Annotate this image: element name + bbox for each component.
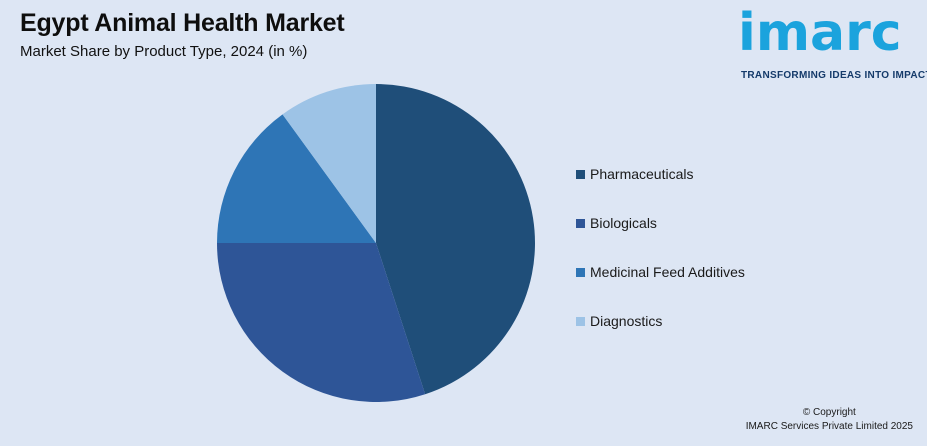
pie-slice-pharmaceuticals <box>376 84 535 395</box>
chart-subtitle: Market Share by Product Type, 2024 (in %… <box>20 43 308 60</box>
legend-label: Diagnostics <box>590 313 663 329</box>
pie-slice-diagnostics <box>282 84 376 243</box>
legend-swatch <box>576 169 585 179</box>
logo-tagline: TRANSFORMING IDEAS INTO IMPACT <box>741 70 927 81</box>
company-text: IMARC Services Private Limited 2025 <box>745 421 913 432</box>
legend-label: Pharmaceuticals <box>590 166 694 182</box>
legend-item: Medicinal Feed Additives <box>576 260 745 284</box>
legend-item: Pharmaceuticals <box>576 162 745 186</box>
legend-swatch <box>576 267 585 277</box>
logo-wordmark: imarc <box>738 3 902 63</box>
chart-title: Egypt Animal Health Market <box>20 9 345 37</box>
legend-swatch <box>576 316 585 326</box>
imarc-logo: imarc TRANSFORMING IDEAS INTO IMPACT <box>738 3 927 86</box>
legend-item: Biologicals <box>576 211 745 235</box>
copyright-text: © Copyright <box>802 407 856 418</box>
pie-slice-biologicals <box>217 243 426 403</box>
legend-label: Biologicals <box>590 215 657 231</box>
legend-label: Medicinal Feed Additives <box>590 264 745 280</box>
legend-swatch <box>576 218 585 228</box>
legend-item: Diagnostics <box>576 309 745 333</box>
chart-legend: Pharmaceuticals Biologicals Medicinal Feed… <box>576 162 745 358</box>
pie-slice-medicinal-feed-additives <box>217 114 376 243</box>
footer: © Copyright IMARC Services Private Limit… <box>746 406 913 434</box>
